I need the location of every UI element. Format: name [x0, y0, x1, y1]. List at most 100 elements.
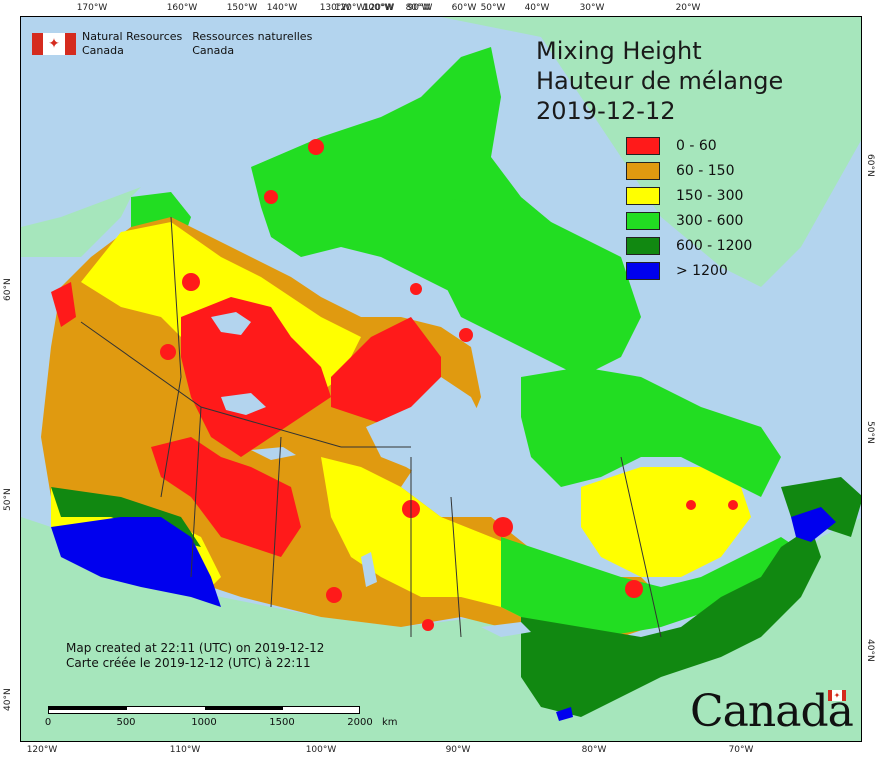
- legend-swatch: [626, 161, 660, 180]
- agency-name-en: Natural Resources Canada: [82, 30, 182, 58]
- top-tick: 20°W: [675, 3, 701, 13]
- nwt-red: [181, 297, 331, 457]
- agency-en-line2: Canada: [82, 44, 124, 57]
- scale-segment: [205, 707, 283, 710]
- legend-item: 0 - 60: [626, 133, 752, 158]
- title-fr: Hauteur de mélange: [536, 67, 784, 95]
- legend-swatch: [626, 261, 660, 280]
- scale-bar-track: [48, 706, 360, 714]
- legend-swatch: [626, 186, 660, 205]
- legend: 0 - 60 60 - 150 150 - 300 300 - 600 600 …: [626, 133, 752, 283]
- top-tick: 30°W: [579, 3, 605, 13]
- red-spot: [160, 344, 176, 360]
- red-spot: [422, 619, 434, 631]
- red-spot: [410, 283, 422, 295]
- great-bear-lake: [211, 312, 251, 335]
- top-tick: 170°W: [76, 3, 108, 13]
- legend-swatch: [626, 211, 660, 230]
- title-date: 2019-12-12: [536, 97, 676, 125]
- hudson-bay-west-red: [331, 317, 441, 427]
- bottom-tick: 120°W: [26, 745, 58, 755]
- scale-segment: [49, 707, 127, 710]
- legend-label: 600 - 1200: [676, 237, 753, 254]
- newfoundland-blue: [791, 507, 836, 542]
- top-tick: 40°W: [524, 3, 550, 13]
- scale-label: 0: [44, 717, 52, 728]
- scale-bar: 0 500 1000 1500 2000 km: [44, 703, 398, 733]
- right-tick: 60°N: [865, 154, 875, 177]
- lake-winnipeg: [361, 552, 377, 587]
- quebec-yellow: [581, 467, 751, 577]
- legend-label: 0 - 60: [676, 137, 717, 154]
- right-tick: 40°N: [865, 639, 875, 662]
- created-en: Map created at 22:11 (UTC) on 2019-12-12: [66, 641, 325, 655]
- right-tick: 50°N: [865, 421, 875, 444]
- lake-superior: [481, 622, 531, 637]
- top-tick: 120°W: [334, 3, 366, 13]
- left-tick: 50°N: [3, 488, 13, 511]
- bottom-tick: 110°W: [169, 745, 201, 755]
- creation-note: Map created at 22:11 (UTC) on 2019-12-12…: [66, 641, 324, 671]
- legend-item: 150 - 300: [626, 183, 752, 208]
- legend-label: 150 - 300: [676, 187, 744, 204]
- red-spot: [264, 190, 278, 204]
- agency-fr-line2: Canada: [192, 44, 235, 57]
- top-tick: 150°W: [226, 3, 258, 13]
- ontario-blue: [556, 707, 573, 721]
- legend-item: 60 - 150: [626, 158, 752, 183]
- bottom-tick: 90°W: [445, 745, 471, 755]
- legend-label: > 1200: [676, 262, 728, 279]
- red-spot: [625, 580, 643, 598]
- red-spot: [326, 587, 342, 603]
- baffin-island-green: [441, 197, 641, 377]
- agency-name-fr: Ressources naturelles Canada: [192, 30, 312, 58]
- scale-label: 500: [116, 717, 136, 728]
- left-tick: 40°N: [3, 688, 13, 711]
- southern-green: [501, 537, 811, 637]
- map-title: Mixing Height Hauteur de mélange 2019-12…: [536, 36, 783, 126]
- bottom-tick: 100°W: [305, 745, 337, 755]
- hudson-bay: [366, 377, 491, 487]
- scale-label: 2000: [347, 717, 373, 728]
- left-tick: 60°N: [3, 278, 13, 301]
- canada-wordmark: Canada: [690, 686, 854, 737]
- red-spot: [493, 517, 513, 537]
- top-tick: 160°W: [166, 3, 198, 13]
- canada-flag-icon: ✦: [32, 33, 76, 55]
- yukon-red: [51, 282, 76, 327]
- top-tick: 80°W: [405, 3, 431, 13]
- scale-label: 1000: [191, 717, 217, 728]
- red-spot: [182, 273, 200, 291]
- title-en: Mixing Height: [536, 37, 702, 65]
- legend-item: 600 - 1200: [626, 233, 752, 258]
- quebec-green: [521, 367, 781, 497]
- map-area[interactable]: [20, 16, 862, 742]
- bottom-tick: 80°W: [581, 745, 607, 755]
- bc-blue: [51, 517, 221, 607]
- legend-swatch: [626, 236, 660, 255]
- lake-athabasca: [251, 447, 296, 460]
- great-slave-lake: [221, 393, 266, 415]
- top-tick: 60°W: [451, 3, 477, 13]
- red-spot: [728, 500, 738, 510]
- nrcan-signature: ✦ Natural Resources Canada Ressources na…: [32, 30, 322, 58]
- top-tick: 50°W: [480, 3, 506, 13]
- provincial-borders: [80, 216, 662, 638]
- red-spot: [308, 139, 324, 155]
- agency-en-line1: Natural Resources: [82, 30, 183, 43]
- ontario-dark-green: [521, 527, 821, 717]
- red-spot: [686, 500, 696, 510]
- legend-swatch: [626, 136, 660, 155]
- legend-label: 60 - 150: [676, 162, 735, 179]
- created-fr: Carte créée le 2019-12-12 (UTC) à 22:11: [66, 656, 311, 670]
- legend-label: 300 - 600: [676, 212, 744, 229]
- wordmark-flag-icon: ✦: [828, 690, 846, 701]
- top-tick: 140°W: [266, 3, 298, 13]
- prairie-red: [151, 437, 301, 557]
- legend-item: > 1200: [626, 258, 752, 283]
- top-tick: 100°W: [362, 3, 394, 13]
- alaska-land: [21, 187, 141, 257]
- bottom-tick: 70°W: [728, 745, 754, 755]
- red-spot: [459, 328, 473, 342]
